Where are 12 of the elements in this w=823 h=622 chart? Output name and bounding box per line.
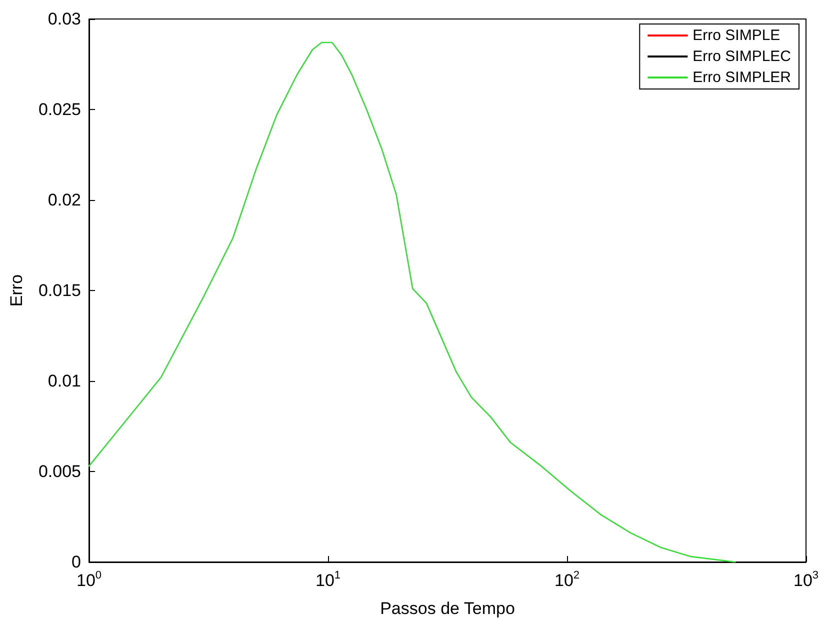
- y-axis-title: Erro: [7, 274, 26, 307]
- y-tick-label: 0.03: [48, 10, 81, 28]
- y-tick-label: 0.015: [38, 281, 81, 300]
- y-tick-label: 0: [72, 552, 81, 572]
- y-tick-label: 0.005: [38, 462, 81, 481]
- y-tick-label: 0.01: [48, 372, 81, 390]
- legend-label: Erro SIMPLER: [692, 69, 792, 86]
- y-tick-label: 0.02: [48, 190, 81, 210]
- legend-label: Erro SIMPLEC: [692, 48, 792, 65]
- x-axis-title: Passos de Tempo: [380, 599, 515, 618]
- legend-label: Erro SIMPLE: [692, 27, 780, 44]
- y-tick-label: 0.025: [38, 100, 81, 119]
